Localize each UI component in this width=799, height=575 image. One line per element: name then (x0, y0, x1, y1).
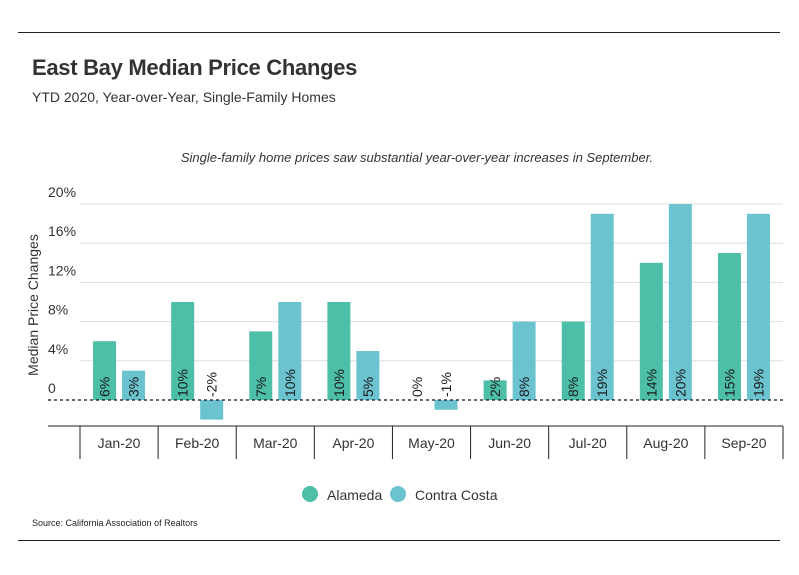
bottom-rule (18, 540, 780, 541)
chart-subtitle: YTD 2020, Year-over-Year, Single-Family … (32, 89, 336, 105)
bar-contra-costa (590, 213, 614, 400)
bar-contra-costa (122, 370, 146, 400)
data-label: 15% (721, 369, 737, 397)
bar-contra-costa (746, 213, 770, 400)
data-label: -1% (438, 372, 454, 397)
legend-label: Alameda (327, 487, 382, 503)
data-label: 19% (750, 369, 766, 397)
legend-label: Contra Costa (415, 487, 498, 503)
y-tick-label: 12% (48, 262, 76, 278)
y-tick-label: 0 (48, 380, 56, 396)
chart-annotation: Single-family home prices saw substantia… (181, 150, 653, 165)
legend-marker (390, 486, 406, 502)
data-label: 14% (643, 369, 659, 397)
data-label: -2% (204, 372, 220, 397)
bar-alameda (639, 262, 663, 400)
bar-alameda (93, 341, 117, 400)
data-label: 2% (487, 377, 503, 397)
bar-contra-costa (668, 204, 692, 400)
bar-contra-costa (200, 400, 224, 420)
bar-alameda (483, 380, 507, 400)
chart-title: East Bay Median Price Changes (32, 55, 358, 80)
bar-contra-costa (512, 321, 536, 400)
x-tick-label: Jun-20 (488, 435, 531, 451)
x-tick-label: Mar-20 (253, 435, 298, 451)
source-note: Source: California Association of Realto… (32, 518, 198, 528)
bar-alameda (717, 253, 741, 400)
y-tick-label: 8% (48, 302, 68, 318)
bar-alameda (327, 302, 351, 400)
y-axis-label: Median Price Changes (25, 234, 41, 376)
x-tick-label: May-20 (408, 435, 455, 451)
legend-marker (302, 486, 318, 502)
x-tick-label: Jan-20 (98, 435, 141, 451)
bar-contra-costa (434, 400, 458, 410)
bar-alameda (171, 302, 195, 400)
x-tick-label: Apr-20 (332, 435, 374, 451)
data-label: 10% (331, 369, 347, 397)
top-rule (18, 32, 780, 33)
data-label: 7% (253, 377, 269, 397)
y-tick-label: 16% (48, 223, 76, 239)
x-tick-label: Aug-20 (643, 435, 688, 451)
y-tick-label: 4% (48, 341, 68, 357)
data-label: 3% (126, 377, 142, 397)
data-label: 10% (175, 369, 191, 397)
data-label: 10% (282, 369, 298, 397)
y-tick-label: 20% (48, 184, 76, 200)
x-tick-label: Sep-20 (721, 435, 766, 451)
bar-contra-costa (278, 302, 302, 400)
bar-contra-costa (356, 351, 380, 400)
data-label: 20% (672, 369, 688, 397)
data-label: 19% (594, 369, 610, 397)
x-tick-label: Jul-20 (569, 435, 607, 451)
data-label: 8% (516, 377, 532, 397)
data-label: 0% (409, 377, 425, 397)
data-label: 8% (565, 377, 581, 397)
bar-alameda (249, 331, 273, 400)
data-label: 6% (97, 377, 113, 397)
x-tick-label: Feb-20 (175, 435, 220, 451)
bar-alameda (561, 321, 585, 400)
data-label: 5% (360, 377, 376, 397)
